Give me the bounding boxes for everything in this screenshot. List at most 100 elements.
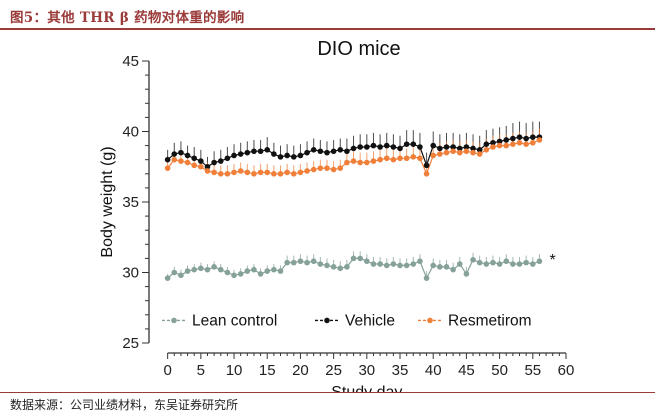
resmetirom-legend-label: Resmetirom [448,312,532,329]
lean-control-point [330,264,337,270]
lean-control-point [231,272,237,279]
resmetirom-point [383,155,390,162]
resmetirom-point [211,169,217,176]
resmetirom-point [184,159,191,166]
lean-control-point [204,266,211,273]
lean-control-point [171,269,178,276]
x-tick-label: 15 [259,362,276,379]
vehicle-point [290,154,297,160]
resmetirom-point [337,165,344,171]
lean-control-point [264,268,271,274]
lean-control-point [198,265,204,272]
significance-annotation: * [549,252,555,269]
lean-control-point [410,261,417,267]
resmetirom-legend-marker [427,317,433,324]
resmetirom-point [536,137,543,143]
resmetirom-point [297,169,304,176]
x-axis-title: Study day [331,384,402,392]
x-tick-label: 35 [392,362,409,379]
lean-control-point [178,272,184,279]
vehicle-point [304,149,310,156]
resmetirom-point [450,148,456,155]
resmetirom-point [397,155,403,162]
resmetirom-point [264,169,271,176]
resmetirom-point [364,159,370,166]
resmetirom-point [198,163,204,170]
vehicle-point [224,155,231,162]
vehicle-legend-label: Vehicle [345,312,395,329]
vehicle-point [463,144,470,150]
lean-control-point [191,266,197,273]
vehicle-point [403,141,410,147]
resmetirom-point [377,156,383,163]
resmetirom-point [317,165,324,171]
vehicle-point [430,142,437,149]
vehicle-point [383,142,390,149]
vehicle-point [350,145,357,152]
resmetirom-point [423,171,430,177]
vehicle-point [217,158,224,164]
resmetirom-point [390,156,397,163]
vehicle-point [496,138,503,145]
resmetirom-point [430,152,437,159]
resmetirom-point [490,144,496,150]
resmetirom-point [357,159,363,166]
resmetirom-point [310,166,317,173]
footer-rule [0,392,655,393]
lean-control-point [350,255,357,262]
x-tick-label: 10 [226,362,243,379]
resmetirom-point [403,155,410,162]
resmetirom-point [470,149,476,156]
lean-control-point [390,261,397,267]
lean-control-point [217,266,224,273]
vehicle-point [297,152,304,159]
vehicle-point [178,149,184,156]
lean-control-point [490,259,496,266]
vehicle-point [264,147,271,153]
lean-control-point [397,262,403,269]
vehicle-legend-marker [324,317,330,324]
x-tick-label: 60 [558,362,575,379]
vehicle-point [417,144,423,150]
resmetirom-point [251,171,257,177]
lean-control-point [257,271,264,277]
y-tick-label: 35 [122,194,139,211]
x-tick-label: 20 [292,362,309,379]
resmetirom-point [324,165,330,171]
resmetirom-point [410,154,417,160]
vehicle-point [244,149,251,156]
vehicle-point [370,142,377,149]
lean-control-point [510,261,516,267]
lean-control-point [456,261,463,267]
lean-control-point [211,264,217,270]
lean-control-point [483,261,490,267]
lean-control-point [304,259,310,266]
resmetirom-point [523,141,529,147]
lean-control-point [310,258,317,265]
chart: DIO mice 25 30 35 40 45 0 5 10 15 20 25 30 35 40 45 50 5… [99,38,575,392]
resmetirom-point [284,169,290,176]
chart-title: DIO mice [317,38,400,60]
lean-control-point [536,258,543,265]
resmetirom-point [304,168,310,174]
vehicle-point [390,144,397,150]
y-tick-label: 40 [122,124,139,141]
vehicle-point [184,152,191,159]
lean-control-point [417,258,423,265]
lean-control-point [377,261,383,267]
vehicle-point [324,149,330,156]
lean-control-point [503,258,510,265]
lean-control-point [364,258,370,265]
lean-control-point [370,261,377,267]
resmetirom-point [257,169,264,176]
lean-control-point [344,264,350,270]
lean-control-point [403,262,410,269]
lean-control-point [164,275,171,281]
x-tick-label: 50 [491,362,508,379]
lean-control-point [423,275,430,281]
x-tick-label: 45 [458,362,475,379]
lean-control-point [184,268,191,274]
vehicle-point [377,144,383,150]
resmetirom-point [330,166,337,173]
resmetirom-point [456,149,463,156]
